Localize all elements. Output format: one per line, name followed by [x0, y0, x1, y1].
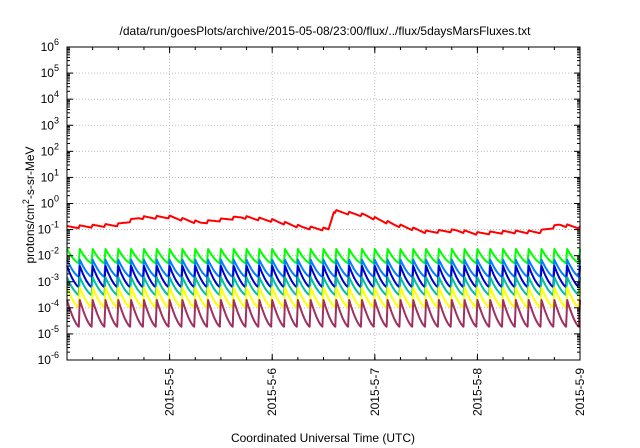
- y-tick-label-base: 10: [41, 170, 55, 184]
- y-tick-label: 104: [41, 89, 59, 106]
- y-tick-label-exponent: 6: [54, 37, 59, 47]
- y-tick-label-base: 10: [38, 275, 52, 289]
- x-tick-label: 2015-5-5: [163, 368, 177, 416]
- y-tick-label-base: 10: [41, 66, 55, 80]
- x-tick-label: 2015-5-7: [368, 368, 382, 416]
- y-tick-label-base: 10: [38, 327, 52, 341]
- y-tick-label-exponent: -3: [51, 272, 59, 282]
- y-tick-label-exponent: 0: [54, 194, 59, 204]
- series-line-1: [66, 209, 581, 236]
- x-tick-label: 2015-5-9: [573, 368, 587, 416]
- y-axis: 10-610-510-410-310-210-11001011021031041…: [38, 37, 580, 367]
- y-tick-label: 10-1: [38, 220, 59, 237]
- y-tick-label-base: 10: [41, 92, 55, 106]
- y-axis-label-unit: -s-sr-MeV: [23, 146, 37, 199]
- y-tick-label-base: 10: [38, 249, 52, 263]
- y-tick-label-base: 10: [41, 118, 55, 132]
- y-tick-label-exponent: -6: [51, 350, 59, 360]
- y-tick-label-base: 10: [38, 223, 52, 237]
- y-tick-label: 106: [41, 37, 59, 54]
- y-tick-label: 10-2: [38, 246, 59, 263]
- y-axis-label-exponent: 2: [21, 199, 31, 204]
- y-tick-label-base: 10: [38, 353, 52, 367]
- chart-title: /data/run/goesPlots/archive/2015-05-08/2…: [120, 24, 532, 38]
- y-tick-label-exponent: 3: [54, 115, 59, 125]
- y-tick-label-exponent: -2: [51, 246, 59, 256]
- y-tick-label: 10-5: [38, 324, 59, 341]
- x-tick-label: 2015-5-6: [265, 368, 279, 416]
- y-tick-label: 102: [41, 141, 59, 158]
- x-tick-label: 2015-5-8: [470, 368, 484, 416]
- y-tick-label-exponent: 2: [54, 141, 59, 151]
- y-tick-label-exponent: -1: [51, 220, 59, 230]
- series-line-6: [66, 286, 581, 309]
- y-tick-label-exponent: 5: [54, 63, 59, 73]
- series-line-4: [66, 265, 581, 289]
- series-line-2: [66, 248, 581, 265]
- y-tick-label: 103: [41, 115, 59, 132]
- y-tick-label-base: 10: [41, 144, 55, 158]
- y-tick-label: 105: [41, 63, 59, 80]
- y-tick-label-base: 10: [41, 197, 55, 211]
- y-tick-label-exponent: -4: [51, 298, 59, 308]
- series-group: [66, 209, 581, 328]
- y-tick-label: 101: [41, 167, 59, 184]
- grid: [67, 47, 580, 360]
- y-tick-label-base: 10: [41, 40, 55, 54]
- series-line-7: [66, 299, 581, 328]
- y-tick-label-exponent: 1: [54, 167, 59, 177]
- y-tick-label-exponent: 4: [54, 89, 59, 99]
- y-tick-label: 10-6: [38, 350, 59, 367]
- y-tick-label-exponent: -5: [51, 324, 59, 334]
- x-axis: 2015-5-5 2015-5-6 2015-5-7 2015-5-8 2015-5-9: [92, 47, 587, 416]
- y-tick-label: 10-4: [38, 298, 59, 315]
- y-tick-label-base: 10: [38, 301, 52, 315]
- x-axis-label: Coordinated Universal Time (UTC): [231, 431, 415, 445]
- y-axis-label-base: protons/cm: [23, 204, 37, 263]
- series-line-3: [66, 258, 581, 278]
- y-tick-label: 100: [41, 194, 59, 211]
- series-line-5: [66, 276, 581, 296]
- y-axis-label: protons/cm2-s-sr-MeV: [21, 146, 37, 263]
- y-tick-label: 10-3: [38, 272, 59, 289]
